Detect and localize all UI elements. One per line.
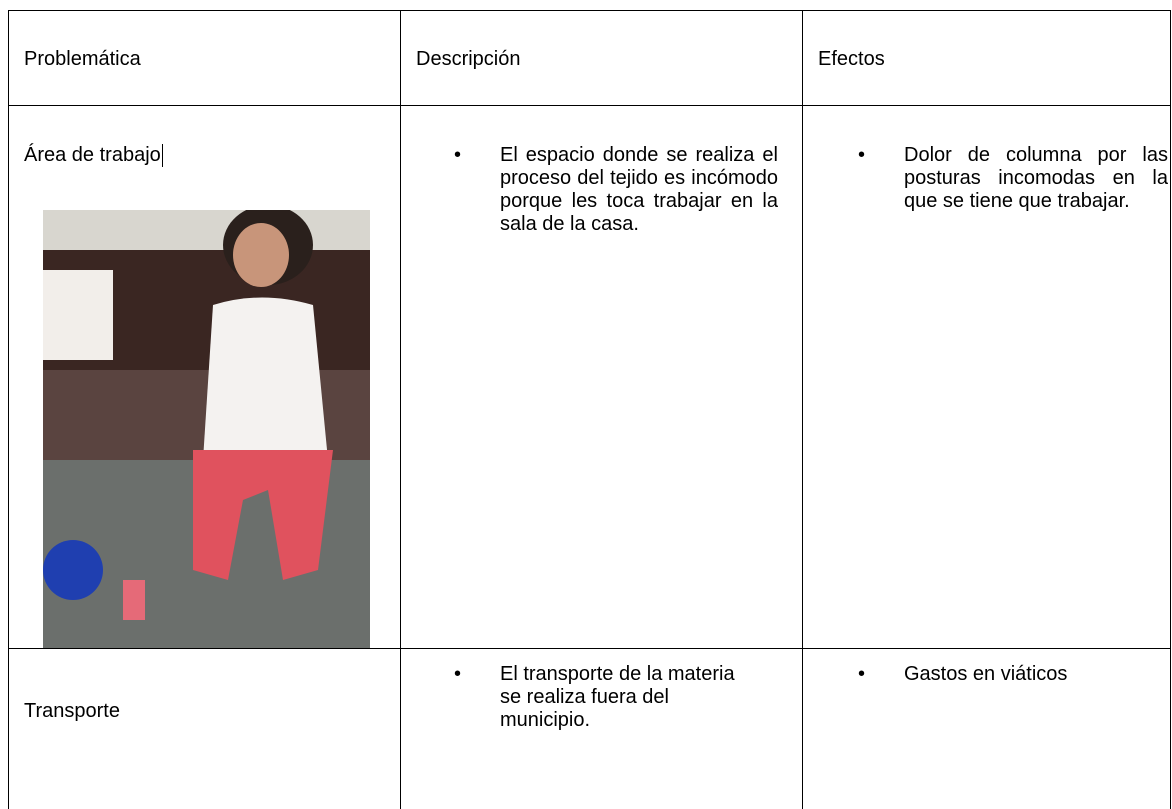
description: El espacio donde se realiza el proceso d… [454,144,778,236]
border [8,10,9,809]
photo [43,210,370,648]
bullet-item: El transporte de la materia se realiza f… [454,663,760,732]
border [8,10,1171,11]
border [8,648,1171,649]
effects: Dolor de columna por las posturas incomo… [858,144,1168,213]
effects: Gastos en viáticos [858,663,1168,686]
header-cell: Efectos [818,48,885,70]
description: El transporte de la materia se realiza f… [454,663,760,732]
bullet-item: El espacio donde se realiza el proceso d… [454,144,778,236]
header-cell: Descripción [416,48,521,70]
problem: Transporte [24,700,120,722]
problem: Área de trabajo [24,144,163,167]
border [1170,10,1171,809]
bullet-item: Gastos en viáticos [858,663,1168,686]
header-cell: Problemática [24,48,141,70]
border [802,10,803,809]
bullet-item: Dolor de columna por las posturas incomo… [858,144,1168,213]
border [400,10,401,809]
border [8,105,1171,106]
